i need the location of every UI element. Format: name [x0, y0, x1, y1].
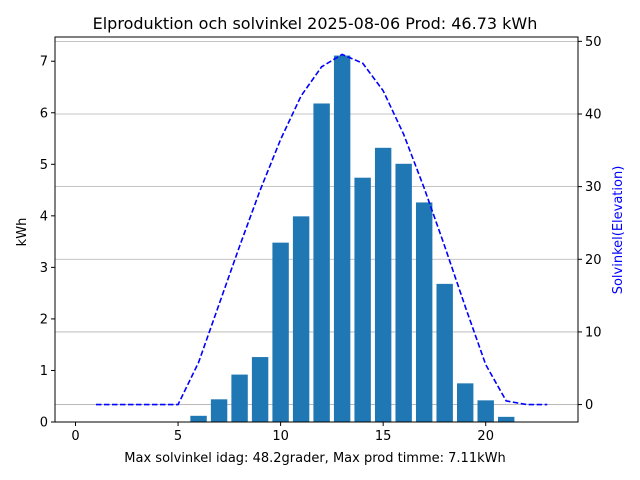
- y-tick-label-right: 40: [585, 108, 602, 123]
- bar: [210, 399, 228, 422]
- chart-title: Elproduktion och solvinkel 2025-08-06 Pr…: [93, 14, 538, 33]
- bar: [498, 416, 515, 422]
- y-tick-label-left: 6: [40, 106, 48, 121]
- y-tick-label-left: 5: [40, 158, 48, 173]
- y-axis-label-right: Solvinkel(Elevation): [611, 166, 626, 295]
- y-tick-label-right: 30: [585, 180, 602, 195]
- x-tick-label: 5: [174, 429, 182, 444]
- y-tick-label-right: 10: [585, 325, 602, 340]
- x-tick-label: 15: [375, 429, 392, 444]
- x-tick-label: 20: [477, 429, 494, 444]
- bar: [415, 202, 433, 422]
- elevation-series: [96, 53, 548, 406]
- bar: [231, 374, 248, 422]
- x-axis-label: Max solvinkel idag: 48.2grader, Max prod…: [124, 451, 505, 466]
- y-tick-label-right: 20: [585, 253, 602, 268]
- bar: [456, 383, 474, 422]
- y-tick-label-left: 7: [40, 55, 48, 70]
- bar: [436, 283, 453, 422]
- bar: [395, 163, 412, 422]
- y-tick-label-right: 0: [585, 398, 593, 413]
- bar: [272, 242, 289, 422]
- bar: [190, 415, 207, 422]
- bar: [477, 400, 494, 422]
- y-axis-label-left: kWh: [15, 218, 30, 247]
- axes: 0 5 10 15 20 0 1 2 3 4 5 6 7 0 10 20 30 40 50: [40, 35, 602, 444]
- elevation-line: [96, 53, 548, 406]
- bar: [354, 177, 371, 422]
- bar: [313, 103, 330, 422]
- y-tick-label-left: 2: [40, 312, 48, 327]
- y-tick-label-left: 1: [40, 364, 48, 379]
- bar: [333, 55, 351, 422]
- plot-frame: [54, 36, 579, 423]
- y-tick-label-left: 4: [40, 209, 48, 224]
- bar: [251, 357, 269, 422]
- x-tick-label: 0: [71, 429, 79, 444]
- y-tick-label-right: 50: [585, 35, 602, 50]
- bar: [374, 147, 392, 422]
- bar-series: [190, 55, 515, 422]
- bar: [292, 216, 310, 422]
- y-tick-label-left: 3: [40, 261, 48, 276]
- y-tick-label-left: 0: [40, 416, 48, 431]
- x-tick-label: 10: [272, 429, 289, 444]
